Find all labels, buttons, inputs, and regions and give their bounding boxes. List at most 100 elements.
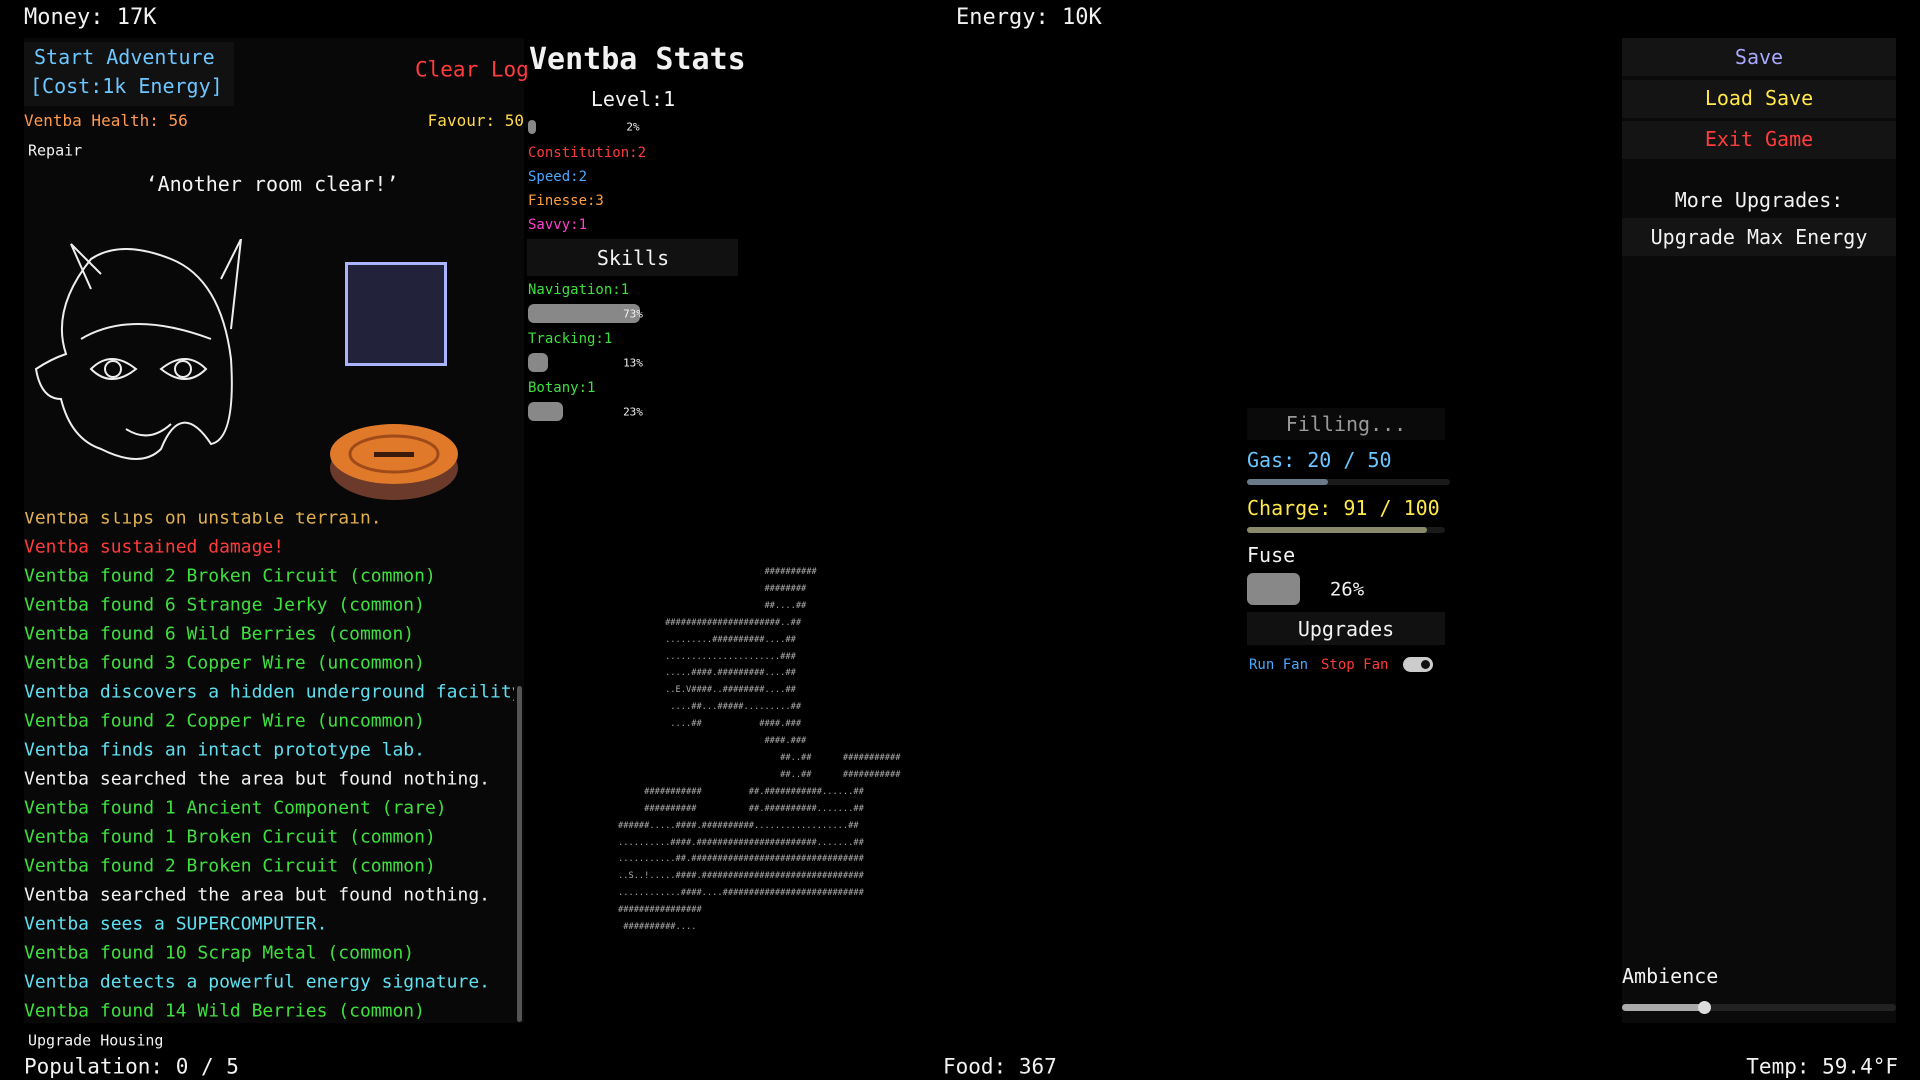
save[interactable]: Save <box>1734 45 1784 69</box>
toggle-knob <box>1421 660 1430 669</box>
skill-bar <box>528 304 641 323</box>
charge: Charge: 91 / 100 <box>1247 498 1440 518</box>
skill-percent: 73% <box>623 307 643 321</box>
log-entry: Ventba found 2 Broken Circuit (common) <box>24 855 436 877</box>
money: Money: 17K <box>24 5 157 30</box>
attribute: Speed:2 <box>528 169 588 185</box>
clear-log[interactable]: Clear Log <box>415 57 529 82</box>
log-entry: Ventba found 6 Wild Berries (common) <box>24 623 415 645</box>
map-row: ##..## ########### <box>618 769 901 780</box>
gas-sep: / <box>1343 448 1356 472</box>
stop-fan[interactable]: Stop Fan <box>1321 657 1389 673</box>
load[interactable]: Load Save <box>1704 86 1814 110</box>
energy: Energy: 10K <box>956 5 1102 30</box>
run-fan[interactable]: Run Fan <box>1249 657 1309 673</box>
robot-vacuum <box>330 424 458 500</box>
ambience-knob[interactable] <box>1698 1001 1712 1014</box>
fuse-percent: 26% <box>1329 578 1365 601</box>
map-row: ...........##.##########################… <box>618 854 864 865</box>
adventure-log: Ventba slips on unstable terrain. Ventba … <box>24 512 514 1023</box>
log-entry: Ventba found 10 Scrap Metal (common) <box>24 942 415 964</box>
ambience-slider[interactable] <box>1622 1004 1896 1011</box>
menu-panel <box>1622 38 1896 1023</box>
charge-value: 91 <box>1343 496 1368 520</box>
skill-percent: 23% <box>623 405 643 419</box>
log-entry: Ventba sustained damage! <box>24 536 285 558</box>
map-row: ......................### <box>618 651 796 662</box>
skill-name: Tracking:1 <box>528 331 613 347</box>
charge-sep: / <box>1379 496 1392 520</box>
exit[interactable]: Exit Game <box>1704 127 1814 151</box>
skills-header <box>527 239 738 276</box>
attribute: Finesse:3 <box>528 193 604 209</box>
log-scrollbar[interactable] <box>517 686 522 1022</box>
map-row: ################ <box>618 905 702 916</box>
temperature: Temp: 59.4°F <box>1746 1054 1898 1079</box>
charge-label: Charge: <box>1247 496 1332 520</box>
gas-max: 50 <box>1367 448 1392 472</box>
map-row: ....## ####.### <box>618 719 802 730</box>
fan-toggle[interactable] <box>1403 657 1433 672</box>
adventure-panel <box>24 38 524 1023</box>
map-row: ######## <box>618 583 807 594</box>
start-button[interactable] <box>24 42 234 106</box>
map-row: ########### ##.###########......## <box>618 786 864 797</box>
save-button[interactable] <box>1622 38 1896 76</box>
map-row: ########## ##.##########.......## <box>618 803 864 814</box>
exit-button[interactable] <box>1622 121 1896 159</box>
character-portrait <box>34 239 242 460</box>
favour: Favour: 50 <box>427 111 524 130</box>
stats-title: Ventba Stats <box>529 42 746 77</box>
upgrades-header <box>1247 612 1445 645</box>
level-fill <box>528 120 536 134</box>
gas-bar <box>1247 479 1450 485</box>
map-row: .........##########....## <box>618 634 796 645</box>
log-entry: Ventba found 6 Strange Jerky (common) <box>24 594 425 616</box>
ambience-fill <box>1622 1004 1705 1011</box>
attribute: Savvy:1 <box>528 217 588 233</box>
repair[interactable]: Repair <box>28 141 83 160</box>
load-button[interactable] <box>1622 80 1896 118</box>
charge-max: 100 <box>1403 496 1440 520</box>
map-row: ..........####.#######################..… <box>618 837 864 848</box>
map-row: ########## <box>618 567 817 577</box>
skill-name: Botany:1 <box>528 380 596 396</box>
max-energy[interactable]: Upgrade Max Energy <box>1650 225 1868 249</box>
start-cost[interactable]: [Cost:1k Energy] <box>30 74 223 98</box>
skill-bar <box>528 402 564 421</box>
log-entry: Ventba found 14 Wild Berries (common) <box>24 1000 425 1022</box>
log-entry: Ventba discovers a hidden underground fa… <box>24 681 514 703</box>
item-slot[interactable] <box>345 262 447 366</box>
skill-name: Navigation:1 <box>528 282 630 298</box>
map-row: ######.....####.##########..............… <box>618 820 859 831</box>
max-energy-button[interactable] <box>1622 218 1896 256</box>
log-entry: Ventba found 1 Ancient Component (rare) <box>24 797 447 819</box>
map-row: ##..## ########### <box>618 752 901 763</box>
gas-value: 20 <box>1307 448 1332 472</box>
log-entry: Ventba found 2 Broken Circuit (common) <box>24 565 436 587</box>
map-row: ............####....####################… <box>618 888 864 899</box>
map-row: ..S..!.....####.########################… <box>618 871 864 882</box>
start-label[interactable]: Start Adventure <box>34 45 215 69</box>
log-entry: Ventba searched the area but found nothi… <box>24 768 490 790</box>
map-row: ##########.... <box>618 922 697 933</box>
population: Population: 0 / 5 <box>24 1054 239 1079</box>
ambience-label: Ambience <box>1622 964 1719 988</box>
upgrade-housing[interactable]: Upgrade Housing <box>28 1031 164 1050</box>
map-row: ######################..## <box>618 617 802 628</box>
gas: Gas: 20 / 50 <box>1247 450 1392 470</box>
map-row: ##....## <box>618 600 807 611</box>
log-entry: Ventba finds an intact prototype lab. <box>24 739 425 761</box>
skill-percent: 13% <box>623 356 643 370</box>
map-row: ..E.V####..########....## <box>618 685 796 696</box>
quote: ‘Another room clear!’ <box>145 172 399 196</box>
level-bar <box>528 120 682 134</box>
log-entry: Ventba found 2 Copper Wire (uncommon) <box>24 710 425 732</box>
machine-status: Filling... <box>1285 412 1407 436</box>
skills-title: Skills <box>596 246 670 270</box>
upgrades-title: Upgrades <box>1297 617 1395 641</box>
health: Ventba Health: 56 <box>24 111 188 130</box>
food: Food: 367 <box>943 1054 1057 1079</box>
